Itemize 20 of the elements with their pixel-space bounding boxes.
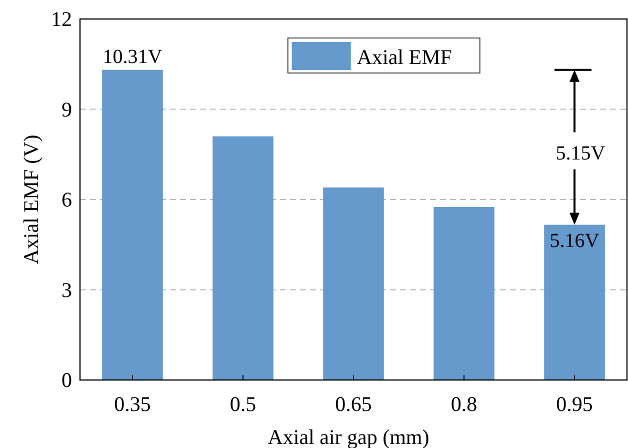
bar [323,187,384,380]
bar [102,70,163,380]
bar [434,207,494,380]
x-tick-label: 0.8 [450,392,478,416]
data-label: 5.16V [550,230,600,252]
y-tick-label: 6 [62,188,72,212]
x-tick-label: 0.65 [335,392,372,416]
y-tick-label: 3 [62,278,72,302]
y-tick-label: 9 [62,97,72,122]
annotation: 5.15V [556,142,606,164]
y-tick-label: 12 [51,7,72,31]
data-label: 10.31V [102,46,163,68]
x-tick-label: 0.35 [114,392,151,416]
bar [544,224,605,380]
x-tick-label: 0.95 [556,392,593,416]
bar [212,136,274,380]
y-axis-title: Axial EMF (V) [19,134,43,264]
y-tick-label: 0 [62,368,72,392]
legend-label: Axial EMF [356,45,452,69]
x-tick-label: 0.5 [230,392,256,416]
